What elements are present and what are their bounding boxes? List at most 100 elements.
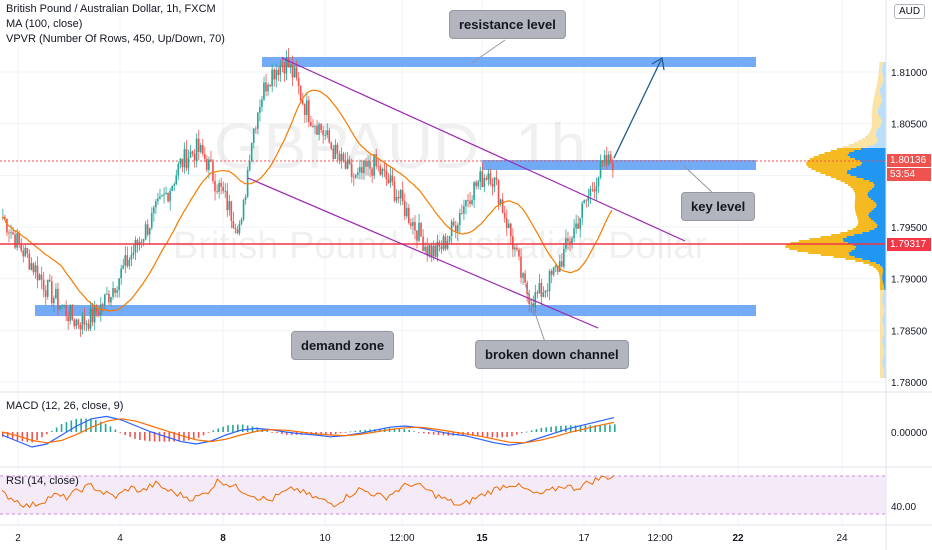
- broken-channel-callout[interactable]: broken down channel: [475, 340, 629, 369]
- candle-body: [454, 225, 457, 232]
- volume-bar-down: [879, 64, 883, 66]
- candle-body: [348, 159, 351, 164]
- volume-bar-up: [884, 370, 886, 372]
- channel-upper-line[interactable]: [281, 57, 686, 242]
- candle-body: [77, 319, 80, 325]
- candle-body: [65, 304, 67, 317]
- candle-body: [405, 207, 408, 217]
- volume-bar-down: [858, 140, 878, 142]
- volume-bar-up: [862, 232, 886, 234]
- macd-histogram-bar: [472, 432, 474, 436]
- candle-body: [206, 158, 208, 170]
- candle-body: [463, 206, 465, 214]
- volume-bar-up: [882, 342, 886, 344]
- candle-body: [363, 160, 365, 174]
- volume-bar-down: [872, 108, 879, 110]
- volume-bar-up: [882, 268, 886, 270]
- candle-body: [230, 201, 233, 222]
- volume-bar-up: [884, 332, 886, 334]
- vpvr-legend[interactable]: VPVR (Number Of Rows, 450, Up/Down, 70): [6, 33, 225, 45]
- macd-histogram-bar: [134, 432, 136, 439]
- volume-bar-up: [883, 78, 886, 80]
- volume-bar-up: [850, 168, 886, 170]
- volume-bar-up: [877, 224, 886, 226]
- macd-histogram-bar: [178, 432, 180, 442]
- candle-body: [171, 185, 173, 191]
- volume-bar-up: [875, 202, 886, 204]
- volume-bar-up: [884, 372, 886, 374]
- candle-body: [440, 246, 443, 249]
- candle-body: [69, 304, 71, 322]
- macd-histogram-bar: [491, 432, 494, 438]
- volume-bar-up: [884, 352, 886, 354]
- candle-body: [430, 245, 433, 257]
- candle-body: [275, 69, 277, 80]
- macd-histogram-bar: [579, 425, 582, 432]
- candle-body: [297, 78, 300, 86]
- currency-badge[interactable]: AUD: [894, 4, 926, 19]
- broken-pointer: [524, 283, 546, 343]
- candle-body: [593, 189, 596, 192]
- candle-body: [167, 192, 169, 202]
- key-level-zone[interactable]: [482, 160, 756, 170]
- candle-body: [293, 67, 296, 78]
- time-tick-label: 4: [117, 533, 123, 544]
- volume-bar-down: [880, 366, 884, 368]
- volume-bar-up: [882, 72, 886, 74]
- candle-body: [55, 288, 57, 299]
- rsi-legend[interactable]: RSI (14, close): [6, 475, 79, 487]
- macd-histogram-bar: [574, 425, 577, 432]
- volume-bar-down: [820, 236, 847, 238]
- candle-body: [328, 130, 331, 143]
- candle-body: [199, 145, 202, 153]
- candle-body: [560, 261, 563, 267]
- macd-histogram-bar: [540, 428, 543, 432]
- macd-histogram-bar: [614, 424, 616, 432]
- volume-bar-down: [806, 162, 862, 164]
- volume-bar-down: [879, 318, 883, 320]
- candle-body: [522, 273, 524, 278]
- resistance-zone[interactable]: [262, 57, 756, 67]
- volume-bar-up: [854, 256, 886, 258]
- macd-histogram-bar: [281, 432, 283, 435]
- time-tick-label: 10: [319, 533, 331, 544]
- time-axis[interactable]: 2 4 8 10 12:00 15 17 12:00 22 24: [15, 533, 848, 544]
- resistance-callout[interactable]: resistance level: [449, 10, 566, 39]
- volume-bar-up: [870, 198, 886, 200]
- demand-callout[interactable]: demand zone: [291, 331, 395, 360]
- volume-bar-down: [854, 206, 876, 208]
- volume-bar-down: [879, 278, 883, 280]
- macd-legend[interactable]: MACD (12, 26, close, 9): [6, 400, 124, 412]
- projection-arrow[interactable]: [613, 59, 662, 159]
- volume-bar-down: [879, 302, 883, 304]
- volume-bar-down: [871, 122, 882, 124]
- macd-histogram-bar: [148, 432, 151, 442]
- candle-body: [538, 283, 541, 294]
- volume-bar-up: [867, 194, 886, 196]
- candle-body: [212, 161, 214, 182]
- key-level-callout[interactable]: key level: [681, 192, 756, 221]
- volume-bar-down: [877, 82, 883, 84]
- volume-bar-down: [855, 226, 877, 228]
- volume-bar-down: [785, 246, 856, 248]
- candle-body: [403, 201, 406, 217]
- candle-body: [367, 161, 369, 167]
- candle-body: [34, 265, 37, 273]
- candle-body: [218, 182, 220, 192]
- candle-body: [295, 67, 298, 79]
- ma-legend[interactable]: MA (100, close): [6, 18, 83, 30]
- macd-histogram-bar: [114, 429, 117, 432]
- candle-body: [489, 173, 492, 184]
- volume-bar-up: [876, 262, 886, 264]
- candle-body: [299, 85, 302, 101]
- demand-zone[interactable]: [35, 305, 756, 316]
- candle-body: [242, 200, 245, 220]
- candle-body: [359, 167, 361, 173]
- candle-body: [312, 125, 314, 127]
- candle-body: [387, 179, 390, 183]
- channel-lower-line[interactable]: [247, 177, 599, 329]
- candle-body: [179, 158, 182, 164]
- candle-body: [548, 271, 551, 292]
- volume-bar-down: [855, 212, 870, 214]
